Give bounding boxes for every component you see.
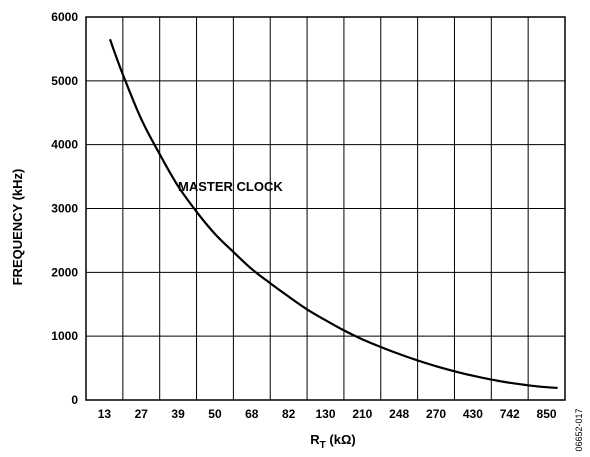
x-axis-title-subscript: T [320, 440, 326, 451]
y-tick-label: 3000 [51, 202, 78, 216]
plot-frame [85, 16, 566, 401]
y-tick-label: 4000 [51, 138, 78, 152]
x-tick-label: 27 [135, 407, 149, 421]
y-tick-labels: 0 1000 2000 3000 4000 5000 6000 [51, 10, 78, 407]
x-tick-label: 270 [426, 407, 446, 421]
x-tick-label: 430 [463, 407, 483, 421]
y-tick-label: 1000 [51, 329, 78, 343]
frequency-curve [108, 38, 558, 389]
x-tick-label: 210 [352, 407, 372, 421]
x-tick-label: 50 [208, 407, 222, 421]
y-tick-label: 2000 [51, 265, 78, 279]
y-tick-label: 5000 [51, 74, 78, 88]
x-tick-label: 248 [389, 407, 409, 421]
x-tick-label: 130 [315, 407, 335, 421]
master-clock-annotation: MASTER CLOCK [178, 179, 283, 194]
x-tick-label: 68 [245, 407, 259, 421]
y-axis-title: FREQUENCY (kHz) [10, 169, 25, 286]
figure-id: 06652-017 [574, 408, 584, 451]
y-tick-label: 0 [71, 393, 78, 407]
x-axis-title-main: R [310, 432, 320, 447]
grid-lines [86, 17, 565, 400]
x-axis-title: RT (kΩ) [310, 432, 355, 451]
x-tick-label: 742 [500, 407, 520, 421]
x-tick-label: 850 [537, 407, 557, 421]
x-tick-label: 39 [171, 407, 185, 421]
y-tick-label: 6000 [51, 10, 78, 24]
x-tick-labels: 13 27 39 50 68 82 130 210 248 270 430 742 850 [98, 407, 557, 421]
x-axis-title-unit: (kΩ) [326, 432, 356, 447]
x-tick-label: 13 [98, 407, 112, 421]
x-tick-label: 82 [282, 407, 296, 421]
